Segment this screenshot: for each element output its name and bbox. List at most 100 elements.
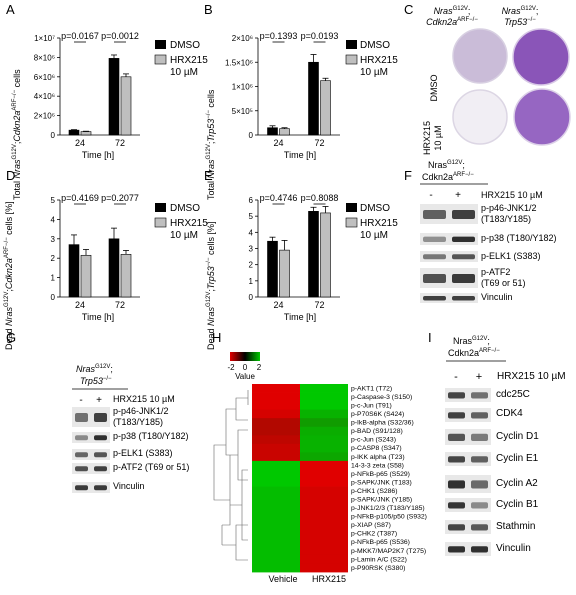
g-band — [94, 413, 107, 422]
e-y-tick-label: 6 — [249, 196, 254, 205]
h-heatmap-cell — [300, 512, 348, 522]
g-band — [75, 452, 88, 458]
h-col-vehicle: Vehicle — [268, 574, 297, 584]
d-y-tick-label: 4 — [51, 215, 56, 224]
panel-c: C NrasG12V; Cdkn2aARF−/− NrasG12V; Trp53… — [404, 2, 571, 155]
g-band — [75, 466, 88, 472]
panel-label-c: C — [404, 2, 413, 17]
a-y-tick-label: 8×10⁶ — [34, 53, 55, 62]
h-heatmap-cell — [300, 392, 348, 402]
h-heatmap-cell — [252, 520, 300, 530]
e-legend-hrx-swatch — [345, 217, 358, 228]
b-bar — [267, 127, 278, 136]
h-row-label: p-NFkB-p65 (S529) — [351, 471, 410, 478]
f-blot — [420, 204, 478, 303]
f-band — [423, 254, 446, 260]
h-heatmap-cell — [300, 384, 348, 393]
e-legend-hrx-dose: 10 µM — [360, 230, 388, 241]
h-row-label: p-AKT1 (T72) — [351, 385, 392, 392]
c-col1-genotype: NrasG12V; — [434, 6, 471, 16]
h-color-scale — [230, 352, 260, 361]
a-legend: DMSO HRX215 10 µM — [154, 40, 208, 78]
d-y-tick-label: 0 — [51, 293, 56, 302]
d-x-tick-label: 72 — [115, 300, 125, 310]
g-band — [94, 452, 107, 458]
f-band — [452, 210, 475, 219]
e-bar-chart: 0 1 2 3 4 5 6 24 72 p=0.4746 p=0.8088 — [249, 193, 340, 310]
b-bar — [320, 80, 331, 136]
a-x-tick-label: 72 — [115, 138, 125, 148]
e-legend-hrx: HRX215 — [360, 218, 398, 229]
i-band — [448, 480, 465, 489]
panel-f: F NrasG12V; Cdkn2aARF−/− - + HRX215 10 µ… — [404, 160, 557, 303]
h-row-label: p-IkB-alpha (S32/36) — [351, 420, 414, 427]
h-row-label: p-Caspase-3 (S150) — [351, 394, 412, 401]
g-lane-minus: - — [79, 395, 82, 406]
f-treatment: HRX215 10 µM — [481, 190, 543, 200]
panel-label-b: B — [204, 2, 213, 17]
e-y-tick-label: 4 — [249, 228, 254, 237]
h-heatmap-cell — [252, 409, 300, 419]
h-scale-tick-low: -2 — [227, 363, 235, 372]
i-band — [471, 524, 488, 531]
panel-i: I NrasG12V; Cdkn2aARF−/− - + HRX215 10 µ… — [428, 330, 566, 556]
panel-label-a: A — [6, 2, 15, 17]
c-col2-genotype-2: Trp53−/− — [504, 17, 536, 27]
g-genotype: NrasG12V; — [76, 364, 113, 374]
f-band-1: p-p46-JNK1/2 — [481, 203, 537, 213]
d-legend-hrx-dose: 10 µM — [170, 230, 198, 241]
panel-g: G NrasG12V; Trp53−/− - + HRX215 10 µM p-… — [6, 330, 189, 493]
b-x-tick-label: 72 — [314, 138, 324, 148]
d-bar — [80, 254, 92, 298]
b-y-tick-label: 0 — [249, 131, 254, 140]
c-well-trp53-hrx — [513, 88, 571, 146]
f-band-1b: (T183/Y185) — [481, 214, 531, 224]
h-row-label: p-BAD (S91/128) — [351, 428, 403, 435]
b-p-value: p=0.1393 — [260, 31, 298, 41]
a-y-tick-label: 0 — [51, 131, 56, 140]
g-band-1: p-p46-JNK1/2 — [113, 406, 169, 416]
e-bar — [279, 249, 290, 298]
d-y-tick-label: 3 — [51, 235, 56, 244]
i-band — [471, 480, 488, 489]
h-row-label: p-c-Jun (S243) — [351, 437, 396, 444]
h-row-label: p-XIAP (S87) — [351, 522, 391, 529]
h-heatmap-cell — [300, 554, 348, 564]
i-genotype-2: Cdkn2aARF−/− — [448, 348, 500, 358]
h-heatmap-cell — [252, 401, 300, 411]
g-blot-strip — [72, 449, 110, 460]
e-y-tick-label: 0 — [249, 293, 254, 302]
i-band — [471, 433, 488, 441]
d-y-tick-label: 2 — [51, 254, 56, 263]
h-heatmap — [252, 384, 348, 573]
g-blot-strip — [72, 463, 110, 474]
g-band — [75, 413, 88, 422]
h-dendrogram — [213, 390, 249, 561]
f-band — [423, 210, 446, 219]
h-heatmap-cell — [300, 452, 348, 462]
d-bar-chart: 0 1 2 3 4 5 24 72 p=0.4169 p=0.2077 — [51, 193, 140, 310]
c-well-cdkn2a-hrx — [452, 89, 508, 145]
h-heatmap-cell — [252, 537, 300, 547]
f-blot-strip — [420, 293, 478, 303]
a-p-value: p=0.0167 — [61, 31, 99, 41]
e-y-tick-label: 3 — [249, 245, 254, 254]
h-heatmap-cell — [252, 503, 300, 513]
b-p-value: p=0.0193 — [301, 31, 339, 41]
h-heatmap-cell — [252, 469, 300, 479]
d-bar — [68, 244, 80, 298]
h-heatmap-cell — [300, 401, 348, 411]
h-heatmap-cell — [300, 478, 348, 487]
a-legend-dmso: DMSO — [170, 40, 200, 51]
h-row-label: p-MKK7/MAP2K7 (T275) — [351, 548, 426, 555]
e-bar — [320, 212, 331, 298]
h-heatmap-cell — [300, 503, 348, 513]
c-col2-genotype: NrasG12V; — [502, 6, 539, 16]
h-heatmap-cell — [300, 563, 348, 573]
a-legend-hrx-dose: 10 µM — [170, 67, 198, 78]
c-well-trp53-dmso — [512, 28, 570, 86]
e-legend-dmso: DMSO — [360, 203, 390, 214]
h-heatmap-cell — [300, 486, 348, 496]
panel-label-h: H — [212, 330, 221, 345]
a-bar-chart: 0 2×10⁶ 4×10⁶ 6×10⁶ 8×10⁶ 1×10⁷ 24 72 p=0.0167 p=… — [34, 31, 140, 148]
